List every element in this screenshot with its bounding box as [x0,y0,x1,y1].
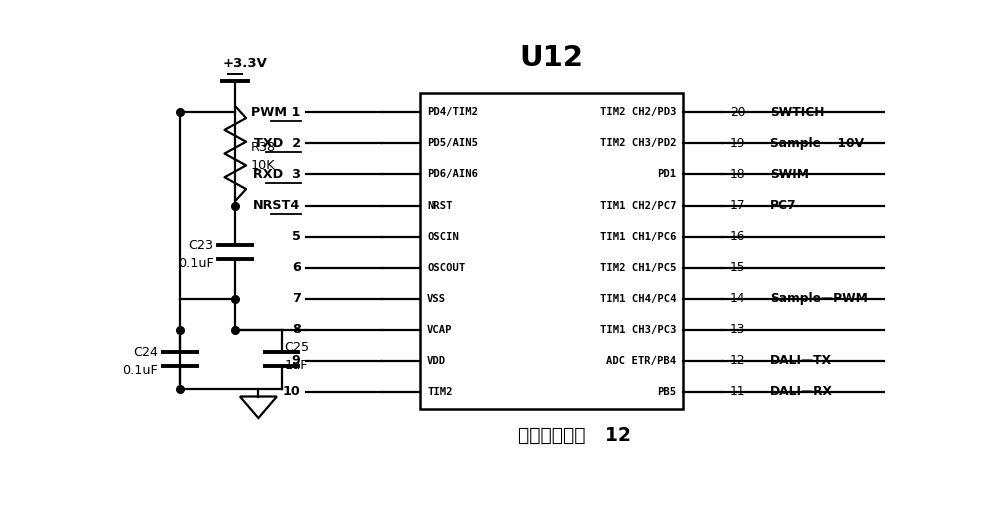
Bar [420,93,683,409]
Text: VDD: VDD [427,356,446,366]
Text: 19: 19 [730,137,745,150]
Text: Sample— 10V: Sample— 10V [770,137,864,150]
Text: 10: 10 [283,385,301,399]
Text: C25: C25 [285,341,310,354]
Text: SWTICH: SWTICH [770,106,824,119]
Text: 智能控制单元   12: 智能控制单元 12 [518,425,631,444]
Text: VSS: VSS [427,294,446,304]
Text: TIM2 CH2/PD3: TIM2 CH2/PD3 [600,107,677,117]
Text: DALI—RX: DALI—RX [770,385,833,399]
Text: 11: 11 [730,385,745,399]
Text: 10K: 10K [251,160,275,172]
Text: PWM 1: PWM 1 [251,106,301,119]
Text: ADC ETR/PB4: ADC ETR/PB4 [606,356,677,366]
Text: TIM1 CH2/PC7: TIM1 CH2/PC7 [600,201,677,210]
Text: 1uF: 1uF [285,359,308,372]
Text: 0.1uF: 0.1uF [178,257,214,270]
Text: RXD  3: RXD 3 [253,168,301,181]
Text: R38: R38 [251,141,276,154]
Text: 8: 8 [292,323,301,337]
Text: 5: 5 [292,230,301,243]
Text: 0.1uF: 0.1uF [123,364,158,377]
Text: PD1: PD1 [657,169,677,180]
Text: 17: 17 [730,199,745,212]
Text: 20: 20 [730,106,745,119]
Text: OSCIN: OSCIN [427,231,459,242]
Text: 9: 9 [292,354,301,367]
Text: PB5: PB5 [657,387,677,397]
Text: NRST4: NRST4 [253,199,301,212]
Text: PD5/AIN5: PD5/AIN5 [427,139,478,148]
Text: TIM1 CH4/PC4: TIM1 CH4/PC4 [600,294,677,304]
Text: +3.3V: +3.3V [223,57,268,70]
Text: U12: U12 [520,44,584,72]
Text: Sample—PWM: Sample—PWM [770,292,868,305]
Text: 18: 18 [730,168,745,181]
Text: TIM1 CH1/PC6: TIM1 CH1/PC6 [600,231,677,242]
Text: TIM1 CH3/PC3: TIM1 CH3/PC3 [600,325,677,335]
Text: PD6/AIN6: PD6/AIN6 [427,169,478,180]
Text: 14: 14 [730,292,745,305]
Text: TIM2 CH1/PC5: TIM2 CH1/PC5 [600,263,677,273]
Text: C23: C23 [189,239,214,252]
Text: NRST: NRST [427,201,453,210]
Text: VCAP: VCAP [427,325,453,335]
Text: DALI—TX: DALI—TX [770,354,832,367]
Text: 16: 16 [730,230,745,243]
Text: PC7: PC7 [770,199,796,212]
Text: TXD  2: TXD 2 [254,137,301,150]
Text: PD4/TIM2: PD4/TIM2 [427,107,478,117]
Text: 15: 15 [730,261,745,274]
Text: SWIM—: SWIM— [770,168,821,181]
Text: 6: 6 [292,261,301,274]
Text: 12: 12 [730,354,745,367]
Text: TIM2 CH3/PD2: TIM2 CH3/PD2 [600,139,677,148]
Text: 13: 13 [730,323,745,337]
Text: 7: 7 [292,292,301,305]
Text: TIM2: TIM2 [427,387,453,397]
Text: OSCOUT: OSCOUT [427,263,465,273]
Text: C24: C24 [133,346,158,359]
